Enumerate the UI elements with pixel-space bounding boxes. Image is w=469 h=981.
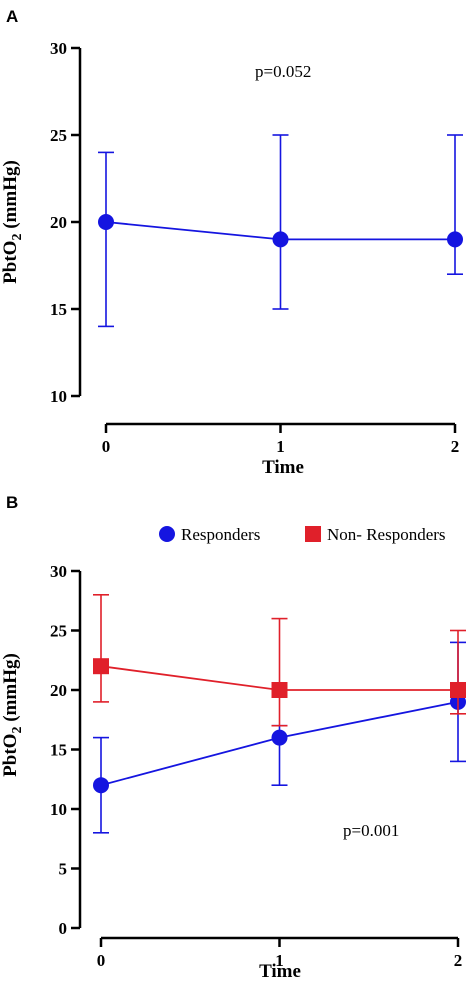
panel-a-series-0-point bbox=[447, 231, 463, 248]
panel-b-x-tick-label: 0 bbox=[97, 951, 106, 970]
legend-non-responders-marker bbox=[305, 526, 321, 542]
panel-b-legend: Responders Non- Responders bbox=[159, 525, 446, 544]
panel-a-series-0-point bbox=[98, 214, 114, 230]
panel-a-x-axis-label: Time bbox=[262, 457, 304, 478]
panel-b-axes: 0 5 10 15 20 25 30 0 1 2 bbox=[50, 562, 462, 970]
panel-a-series-0-point bbox=[272, 231, 289, 248]
panel-b-y-tick-label: 0 bbox=[59, 919, 68, 938]
panel-a-y-tick-label: 15 bbox=[50, 300, 67, 319]
panel-a-x-tick-label: 2 bbox=[451, 437, 460, 456]
panel-a-axes: 10 15 20 25 30 0 1 2 bbox=[50, 39, 459, 456]
panel-a-letter: A bbox=[6, 7, 18, 26]
panel-b-series-non-responders-point bbox=[271, 682, 288, 698]
panel-a-plot bbox=[98, 134, 463, 328]
panel-b-y-tick-label: 10 bbox=[50, 800, 67, 819]
panel-b-y-tick-label: 30 bbox=[50, 562, 67, 581]
panel-a-y-label-sub: 2 bbox=[10, 234, 25, 241]
panel-b-y-label-main: PbtO bbox=[0, 734, 21, 777]
panel-b-y-label-tail: (mmHg) bbox=[0, 653, 21, 726]
panel-b: B p=0.001 PbtO2 (mmHg) Time Responders N… bbox=[0, 493, 466, 981]
panel-b-series-responders-point bbox=[271, 729, 288, 746]
panel-b-y-tick-label: 20 bbox=[50, 681, 67, 700]
legend-responders-label: Responders bbox=[181, 525, 260, 544]
panel-b-y-axis-label: PbtO2 (mmHg) bbox=[0, 653, 25, 777]
panel-b-series-responders-point bbox=[93, 777, 109, 794]
panel-b-series-non-responders-point bbox=[450, 682, 466, 698]
panel-a-y-tick-label: 20 bbox=[50, 213, 67, 232]
panel-a-y-label-tail: (mmHg) bbox=[0, 160, 21, 233]
panel-b-plot bbox=[93, 593, 466, 834]
panel-b-series-non-responders-point bbox=[93, 658, 109, 675]
panel-a-y-tick-label: 30 bbox=[50, 39, 67, 58]
panel-b-p-value: p=0.001 bbox=[343, 821, 399, 840]
legend-responders-marker bbox=[159, 526, 175, 542]
panel-a-y-label-main: PbtO bbox=[0, 241, 21, 284]
panel-b-x-tick-label: 2 bbox=[454, 951, 463, 970]
panel-b-y-tick-label: 25 bbox=[50, 622, 67, 641]
legend-non-responders-label: Non- Responders bbox=[327, 525, 446, 544]
panel-b-x-axis-label: Time bbox=[259, 961, 301, 981]
panel-a-x-tick-label: 0 bbox=[102, 437, 111, 456]
panel-b-x-tick-label: 1 bbox=[275, 951, 284, 970]
panel-a-y-tick-label: 25 bbox=[50, 126, 67, 145]
panel-b-y-tick-label: 5 bbox=[59, 860, 68, 879]
panel-a-x-tick-label: 1 bbox=[276, 437, 285, 456]
panel-b-y-tick-label: 15 bbox=[50, 741, 67, 760]
panel-b-y-label-sub: 2 bbox=[10, 727, 25, 734]
panel-a-y-tick-label: 10 bbox=[50, 387, 67, 406]
panel-a-p-value: p=0.052 bbox=[255, 62, 311, 81]
panel-a-y-axis-label: PbtO2 (mmHg) bbox=[0, 160, 25, 284]
panel-b-letter: B bbox=[6, 493, 18, 512]
